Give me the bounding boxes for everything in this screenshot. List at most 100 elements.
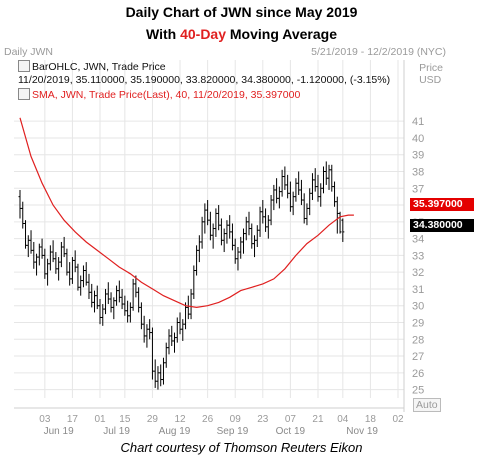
ohlc-bar (302, 193, 306, 224)
ohlc-bar (161, 357, 165, 385)
ohlc-bar (18, 189, 22, 219)
y-tick-label: 33 (412, 250, 424, 262)
x-tick-label: 17 (67, 414, 79, 425)
x-tick-label: 26 (202, 414, 214, 425)
x-tick-label: 15 (119, 414, 131, 425)
ohlc-bar (106, 282, 110, 305)
ohlc-bar (95, 285, 99, 310)
ohlc-bar (322, 166, 326, 194)
y-tick-label: 26 (412, 368, 424, 380)
x-tick-label: 21 (312, 414, 324, 425)
ohlc-bar (222, 228, 226, 253)
ohlc-bar (68, 262, 72, 286)
title-highlight: 40-Day (180, 26, 226, 42)
ohlc-bar (319, 183, 323, 207)
ohlc-bar (239, 236, 243, 259)
ohlc-bar (181, 319, 185, 341)
ohlc-bar (170, 325, 174, 346)
ohlc-bar (48, 245, 52, 271)
ohlc-bar (228, 215, 232, 239)
ohlc-bar (272, 184, 276, 211)
ohlc-bar (153, 359, 157, 388)
ohlc-bar (264, 208, 268, 232)
ohlc-bar (208, 211, 212, 241)
title-post: Moving Average (226, 26, 337, 42)
x-tick-label: 03 (39, 414, 51, 425)
ohlc-bar (297, 171, 301, 195)
ohlc-bar (283, 166, 287, 190)
ohlc-bar (128, 302, 132, 323)
ohlc-bar (247, 211, 251, 236)
ohlc-bar (299, 179, 303, 206)
y-tick-label: 38 (412, 167, 424, 179)
ohlc-bar (150, 327, 154, 380)
ohlc-bar (134, 275, 138, 298)
ohlc-bar (123, 295, 127, 316)
y-axis-unit-text: USD (419, 74, 442, 86)
ohlc-bar (104, 288, 108, 315)
ohlc-bar (98, 299, 102, 325)
ohlc-bar (59, 241, 63, 268)
chart-caption: Chart courtesy of Thomson Reuters Eikon (120, 440, 363, 455)
legend-values: 11/20/2019, 35.110000, 35.190000, 33.820… (18, 74, 391, 86)
y-tick-label: 31 (412, 284, 424, 296)
ohlc-bar (178, 312, 182, 335)
ohlc-bar (286, 174, 290, 199)
ohlc-bar (92, 290, 96, 313)
ohlc-bar (40, 238, 44, 259)
ohlc-bar (313, 168, 317, 192)
ohlc-bar (54, 252, 58, 274)
y-tick-label: 29 (412, 318, 424, 330)
ohlc-bar (241, 228, 245, 254)
ohlc-bar (148, 319, 152, 340)
ohlc-bar (277, 186, 281, 209)
ohlc-bar (288, 181, 292, 212)
legend-toggle-icon[interactable] (18, 60, 30, 72)
ohlc-bar (126, 300, 130, 323)
ohlc-bar (87, 273, 91, 300)
last-price-label: 34.380000 (410, 219, 474, 232)
legend-sma: SMA, JWN, Trade Price(Last), 40, 11/20/2… (18, 88, 300, 101)
ohlc-bar (175, 317, 179, 343)
legend-baroHLC: BarOHLC, JWN, Trade Price (18, 60, 166, 73)
ohlc-bar (32, 241, 36, 269)
x-month-label: Nov 19 (346, 426, 378, 437)
ohlc-bar (57, 257, 61, 281)
title-pre: With (145, 26, 181, 42)
x-tick-label: 12 (174, 414, 186, 425)
ohlc-bar (219, 218, 223, 246)
y-tick-label: 25 (412, 385, 424, 397)
x-month-label: Aug 19 (159, 426, 191, 437)
ohlc-bar (159, 364, 163, 387)
auto-scale-button[interactable]: Auto (413, 398, 441, 412)
ohlc-bar (109, 292, 113, 313)
ohlc-bar (341, 218, 345, 242)
ohlc-bar (164, 342, 168, 368)
y-tick-label: 30 (412, 301, 424, 313)
ohlc-bar (37, 243, 41, 266)
ohlc-bar (294, 178, 298, 202)
legend-line1: BarOHLC, JWN, Trade Price (32, 61, 166, 73)
ohlc-bar (184, 302, 188, 330)
ohlc-bar (253, 235, 257, 258)
ohlc-bar (115, 285, 119, 306)
x-month-label: Jul 19 (103, 426, 130, 437)
ohlc-bar (255, 225, 259, 247)
x-tick-label: 23 (257, 414, 269, 425)
ohlc-bar (217, 205, 221, 231)
ohlc-bar (90, 283, 94, 308)
x-tick-label: 07 (285, 414, 297, 425)
x-tick-label: 01 (94, 414, 106, 425)
ohlc-bar (79, 275, 83, 296)
ohlc-bar (305, 203, 309, 226)
ohlc-bar (156, 366, 160, 390)
ohlc-bar (73, 250, 77, 273)
ohlc-bar (76, 263, 80, 291)
sma-price-label: 35.397000 (410, 198, 474, 211)
ohlc-bar (275, 178, 279, 204)
ohlc-bar (335, 196, 339, 234)
ohlc-bar (35, 253, 39, 276)
y-tick-label: 27 (412, 351, 424, 363)
legend-sma-toggle-icon[interactable] (18, 88, 30, 100)
